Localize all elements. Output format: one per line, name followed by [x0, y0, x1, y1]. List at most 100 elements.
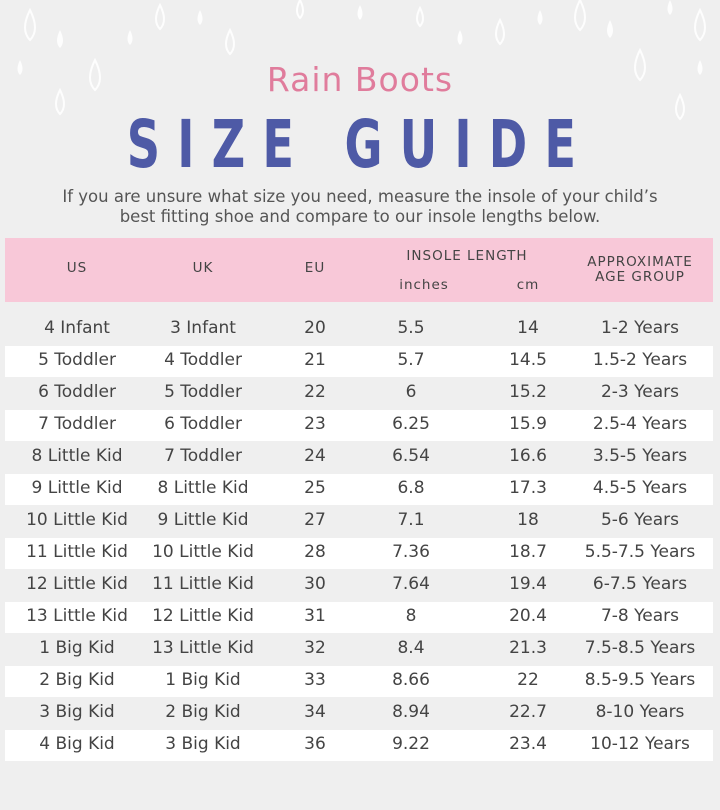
table-cell: 7.36	[392, 542, 430, 562]
column-header: US	[66, 260, 88, 276]
table-cell: 2 Big Kid	[165, 702, 241, 722]
table-cell: 8.66	[392, 670, 430, 690]
table-cell: 14.5	[509, 350, 547, 370]
table-cell: 11 Little Kid	[26, 542, 128, 562]
column-header: EU	[304, 260, 326, 276]
table-cell: 7.64	[392, 574, 430, 594]
table-cell: 22.7	[509, 702, 547, 722]
column-header: INSOLE LENGTH	[406, 248, 528, 264]
table-cell: 8	[405, 606, 417, 626]
table-cell: 25	[304, 478, 326, 498]
table-cell: 2 Big Kid	[39, 670, 115, 690]
table-cell: 4 Infant	[44, 318, 110, 338]
table-cell: 8.4	[397, 638, 425, 658]
table-cell: 8 Little Kid	[31, 446, 123, 466]
table-cell: 11 Little Kid	[152, 574, 254, 594]
table-cell: 1.5-2 Years	[592, 350, 688, 370]
table-cell: 6-7.5 Years	[592, 574, 688, 594]
table-cell: 3 Big Kid	[39, 702, 115, 722]
table-cell: 9 Little Kid	[157, 510, 249, 530]
column-header: inches	[399, 277, 449, 293]
table-cell: 8 Little Kid	[157, 478, 249, 498]
table-cell: 10-12 Years	[590, 734, 690, 754]
table-cell: 5 Toddler	[164, 382, 242, 402]
table-cell: 22	[304, 382, 326, 402]
row-band	[5, 666, 713, 697]
table-cell: 10 Little Kid	[152, 542, 254, 562]
table-cell: 12 Little Kid	[26, 574, 128, 594]
row-band	[5, 602, 713, 633]
row-band	[5, 410, 713, 441]
table-cell: 17.3	[509, 478, 547, 498]
table-cell: 1-2 Years	[600, 318, 680, 338]
table-cell: 5.5-7.5 Years	[584, 542, 696, 562]
table-cell: 6.25	[392, 414, 430, 434]
table-cell: 22	[517, 670, 539, 690]
table-cell: 20	[304, 318, 326, 338]
table-cell: 1 Big Kid	[165, 670, 241, 690]
table-cell: 10 Little Kid	[26, 510, 128, 530]
table-cell: 24	[304, 446, 326, 466]
table-cell: 3 Big Kid	[165, 734, 241, 754]
table-cell: 4 Big Kid	[39, 734, 115, 754]
table-cell: 16.6	[509, 446, 547, 466]
table-cell: 36	[304, 734, 326, 754]
table-cell: 5 Toddler	[38, 350, 116, 370]
row-band	[5, 730, 713, 761]
table-cell: 5.5	[397, 318, 425, 338]
table-cell: 15.9	[509, 414, 547, 434]
title: SIZE GUIDE	[126, 106, 594, 183]
table-cell: 2.5-4 Years	[592, 414, 688, 434]
table-cell: 9.22	[392, 734, 430, 754]
column-header: cm	[516, 277, 540, 293]
row-band	[5, 346, 713, 377]
table-cell: 14	[517, 318, 539, 338]
table-cell: 8.5-9.5 Years	[584, 670, 696, 690]
header-band	[5, 238, 713, 302]
table-cell: 31	[304, 606, 326, 626]
table-cell: 6 Toddler	[38, 382, 116, 402]
table-cell: 32	[304, 638, 326, 658]
table-cell: 23.4	[509, 734, 547, 754]
table-cell: 30	[304, 574, 326, 594]
table-cell: 9 Little Kid	[31, 478, 123, 498]
table-cell: 7 Toddler	[38, 414, 116, 434]
row-band	[5, 538, 713, 569]
table-cell: 13 Little Kid	[152, 638, 254, 658]
table-cell: 12 Little Kid	[152, 606, 254, 626]
table-cell: 13 Little Kid	[26, 606, 128, 626]
table-cell: 2-3 Years	[600, 382, 680, 402]
table-cell: 21.3	[509, 638, 547, 658]
raindrop-pattern	[17, 0, 706, 121]
table-cell: 5-6 Years	[600, 510, 680, 530]
column-header: APPROXIMATE AGE GROUP	[587, 254, 693, 285]
table-cell: 8.94	[392, 702, 430, 722]
table-cell: 4 Toddler	[164, 350, 242, 370]
table-cell: 7-8 Years	[600, 606, 680, 626]
table-cell: 6.54	[392, 446, 430, 466]
subtitle: Rain Boots	[266, 60, 454, 99]
table-cell: 6 Toddler	[164, 414, 242, 434]
table-cell: 4.5-5 Years	[592, 478, 688, 498]
table-cell: 3 Infant	[170, 318, 236, 338]
table-cell: 18.7	[509, 542, 547, 562]
description: best fitting shoe and compare to our ins…	[119, 207, 601, 226]
table-cell: 19.4	[509, 574, 547, 594]
table-cell: 33	[304, 670, 326, 690]
column-header: UK	[192, 260, 214, 276]
row-band	[5, 474, 713, 505]
table-cell: 21	[304, 350, 326, 370]
table-cell: 7.1	[397, 510, 425, 530]
table-cell: 5.7	[397, 350, 425, 370]
table-cell: 15.2	[509, 382, 547, 402]
table-cell: 34	[304, 702, 326, 722]
table-cell: 28	[304, 542, 326, 562]
table-cell: 27	[304, 510, 326, 530]
table-cell: 6	[405, 382, 417, 402]
table-cell: 6.8	[397, 478, 425, 498]
description: If you are unsure what size you need, me…	[62, 187, 658, 206]
table-cell: 7 Toddler	[164, 446, 242, 466]
table-cell: 7.5-8.5 Years	[584, 638, 696, 658]
table-cell: 3.5-5 Years	[592, 446, 688, 466]
